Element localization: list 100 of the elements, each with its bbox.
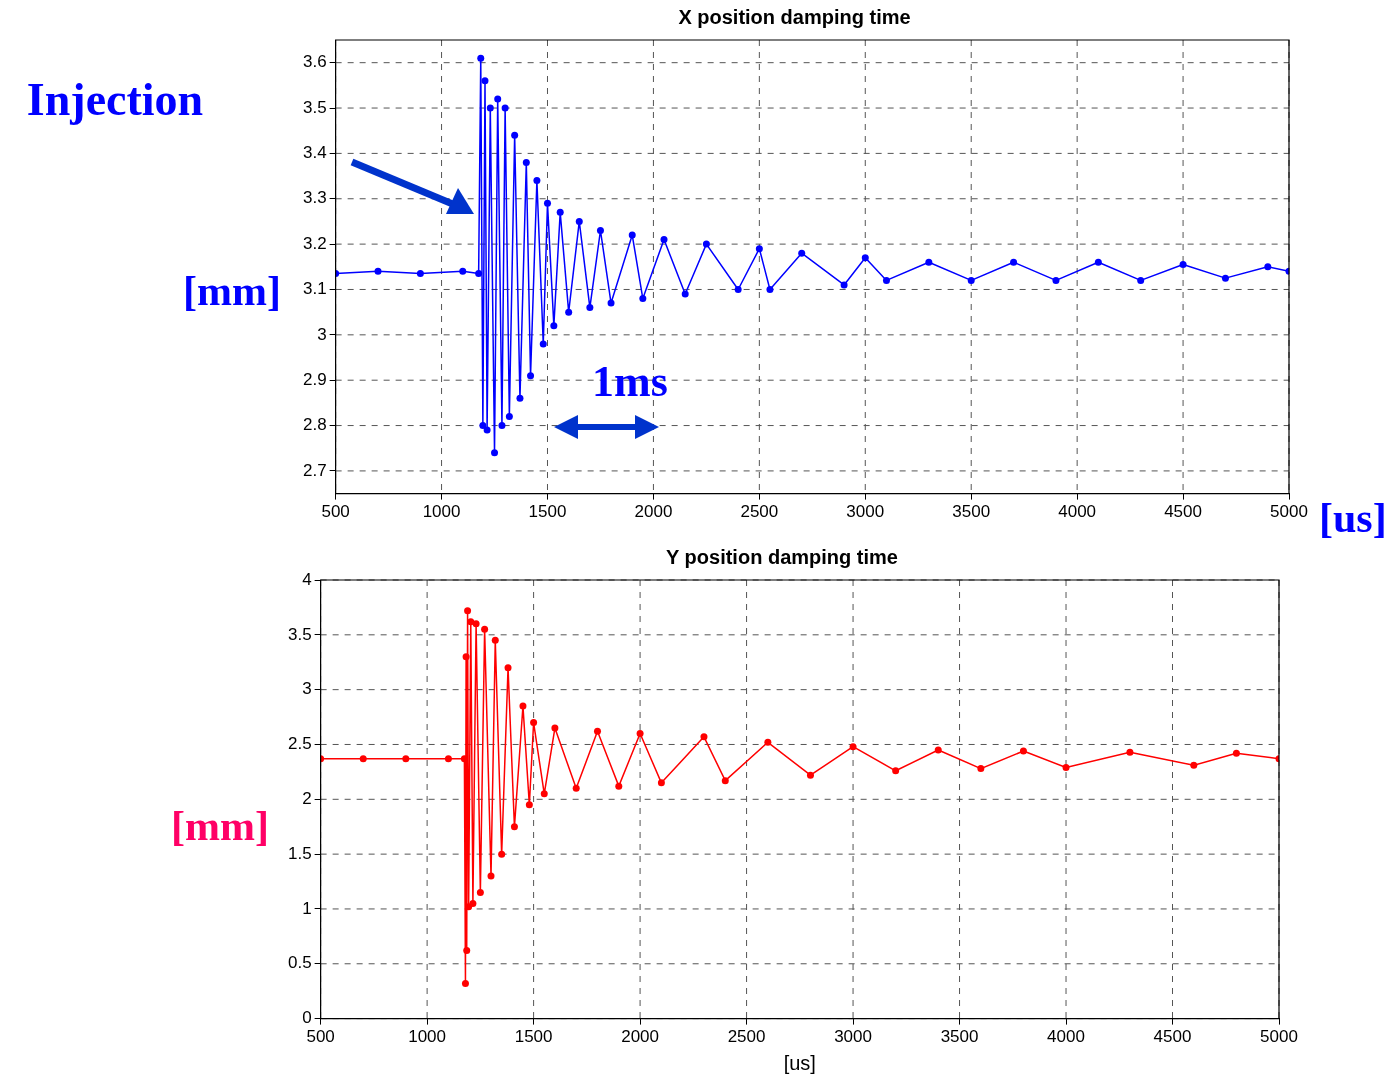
point [464,607,472,615]
point [657,779,665,787]
point [615,782,623,790]
point [527,372,535,380]
point [516,394,524,402]
point [487,872,495,880]
point [359,755,367,763]
point [519,702,527,710]
point [461,980,469,988]
point [1137,276,1145,284]
y-tick-label: 3.5 [287,624,312,644]
point [1179,261,1187,269]
point [639,295,647,303]
x-tick-label: 3500 [940,1027,979,1047]
point [476,889,484,896]
chart-title: X position damping time [678,5,911,28]
point [934,746,942,754]
point [593,727,601,735]
point [1019,747,1027,755]
point [539,340,547,348]
y-tick-label: 3.3 [302,188,327,208]
point [681,290,689,298]
y-tick-label: 2.7 [302,460,327,480]
point [444,755,452,763]
point [755,245,763,253]
point [572,784,580,792]
point [766,285,774,293]
point [925,258,933,266]
x-tick-label: 1000 [408,1027,447,1047]
point [550,322,558,330]
point [977,765,985,773]
point [734,285,742,293]
point [861,254,869,262]
x-tick-label: 500 [321,502,350,522]
y-tick-label: 3 [302,679,312,699]
point [463,947,471,955]
y-tick-label: 2.5 [287,734,312,754]
x-tick-label: 5000 [1260,1027,1298,1047]
x-tick-label: 4500 [1153,1027,1192,1047]
point [481,625,489,633]
x-tick-label: 4500 [1164,502,1202,522]
y-axis-title: [mm] [171,803,269,850]
y-axis-title: [mm] [183,267,281,314]
annotation: 1ms [592,357,668,407]
point [533,177,541,185]
point [806,771,814,779]
point [486,104,494,112]
x-tick-label: 4000 [1058,502,1097,522]
point [967,276,975,284]
point [479,422,487,430]
point [551,724,559,732]
point [636,730,644,738]
y-tick-label: 1 [302,898,312,918]
x-axis-title: [us] [783,1052,816,1075]
x-axis-title: [us] [1319,495,1387,542]
point [849,743,857,751]
point [565,308,573,316]
x-tick-label: 3000 [846,502,885,522]
point [700,733,708,741]
point [540,790,548,798]
point [1126,748,1134,756]
y-tick-label: 3.2 [302,233,327,253]
point [840,281,848,289]
point [467,618,475,626]
point [469,899,477,907]
point [628,231,636,239]
point [543,199,551,207]
point [475,270,483,278]
y-tick-label: 2 [302,788,312,808]
point [721,777,729,785]
point [660,236,668,244]
point [556,208,564,216]
point [1052,276,1060,284]
x-tick-label: 2000 [621,1027,659,1047]
y-tick-label: 4 [302,569,312,589]
y-tick-label: 1.5 [287,843,312,863]
x-tick-label: 1500 [528,502,567,522]
point [402,755,410,763]
point [798,249,806,257]
point [494,95,502,103]
point [498,422,506,430]
point [491,636,499,644]
point [586,304,594,312]
x-tick-label: 1500 [514,1027,553,1047]
x-tick-label: 1000 [422,502,461,522]
x-tick-label: 5000 [1270,502,1308,522]
x-tick-label: 2000 [634,502,673,522]
x-tick-label: 4000 [1047,1027,1085,1047]
point [882,276,890,284]
x-tick-label: 3000 [834,1027,872,1047]
point [472,620,480,628]
point [505,412,513,420]
point [459,267,467,275]
point [575,217,583,225]
y-tick-label: 3.6 [302,52,327,72]
point [522,158,530,166]
y-tick-label: 0.5 [287,953,312,973]
point [1190,761,1198,769]
y-tick-label: 0 [302,1008,312,1028]
text: Injection [26,73,204,125]
